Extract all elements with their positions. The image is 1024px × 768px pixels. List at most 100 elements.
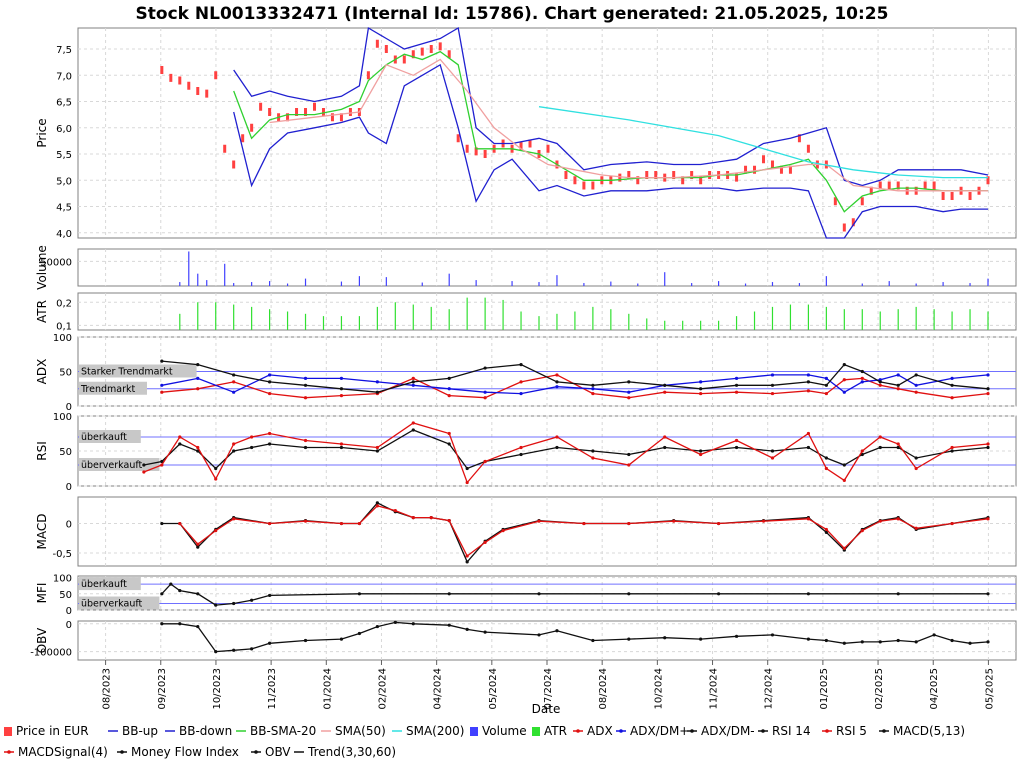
candle-mark xyxy=(241,134,245,143)
series-point xyxy=(896,383,900,387)
y-tick-label: -100000 xyxy=(30,648,72,659)
legend-marker xyxy=(761,729,765,733)
legend-label: Volume xyxy=(482,724,527,738)
series-adx-dm- xyxy=(160,359,990,394)
candle-mark xyxy=(456,134,460,143)
candle-mark xyxy=(304,108,308,116)
series-point xyxy=(196,592,200,596)
series-point xyxy=(699,387,703,391)
x-tick-label: 08/2024 xyxy=(598,668,609,710)
series-point xyxy=(142,470,146,474)
panel-group: 7,57,06,56,05,55,04,54,0Price50000Volume… xyxy=(30,26,1017,661)
y-axis-label: MFI xyxy=(35,583,49,604)
series-point xyxy=(806,389,811,393)
x-tick-label: 11/2024 xyxy=(709,668,720,710)
series-point xyxy=(447,592,451,596)
candle-mark xyxy=(618,173,622,182)
candle-mark xyxy=(923,181,927,190)
series-point xyxy=(878,435,882,439)
series-point xyxy=(160,592,164,596)
candle-mark xyxy=(672,171,676,179)
series-point xyxy=(268,380,272,384)
series-point xyxy=(806,637,811,641)
series-point xyxy=(824,638,828,643)
series-point xyxy=(914,390,918,394)
series-point xyxy=(770,383,775,387)
series-point xyxy=(896,517,900,521)
legend-item: RSI 14 xyxy=(758,724,811,738)
series-point xyxy=(160,390,164,394)
series-point xyxy=(896,638,900,643)
legend-swatch xyxy=(4,727,12,736)
candle-mark xyxy=(366,71,370,80)
series-point xyxy=(214,603,218,607)
legend-item: BB-down xyxy=(165,724,232,738)
y-tick-label: 0,2 xyxy=(56,298,72,309)
x-tick-label: 02/2025 xyxy=(874,668,885,710)
panel-frame xyxy=(77,496,1017,567)
x-tick-label: 10/2023 xyxy=(212,668,223,710)
series-point xyxy=(627,390,631,394)
series-point xyxy=(232,373,236,377)
series-point xyxy=(303,445,308,450)
series-point xyxy=(411,516,415,520)
series-line xyxy=(538,106,988,179)
series-point xyxy=(519,363,523,367)
series-point xyxy=(214,466,218,471)
series-point xyxy=(806,445,811,450)
series-point xyxy=(950,445,954,450)
candle-mark xyxy=(321,108,325,116)
series-point xyxy=(483,459,487,464)
y-tick-label: 0 xyxy=(66,520,72,531)
series-point xyxy=(393,508,397,513)
series-line xyxy=(233,50,988,213)
series-volume xyxy=(179,251,989,286)
series-point xyxy=(303,638,308,643)
candle-mark xyxy=(744,165,748,174)
candle-mark xyxy=(636,176,640,185)
y-axis-label: ADX xyxy=(35,359,49,385)
series-point xyxy=(357,592,361,596)
series-point xyxy=(411,383,415,387)
band-label-bg xyxy=(79,430,141,443)
series-point xyxy=(339,637,344,641)
candle-mark xyxy=(483,150,487,158)
legend-item: Volume xyxy=(470,724,527,738)
series-point xyxy=(986,592,990,596)
series-point xyxy=(717,592,721,596)
series-point xyxy=(160,383,164,387)
series-point xyxy=(339,445,344,450)
series-point xyxy=(519,445,523,450)
series-point xyxy=(268,373,272,377)
series-point xyxy=(160,622,164,626)
candle-mark xyxy=(968,192,972,200)
series-point xyxy=(842,463,846,467)
series-point xyxy=(160,463,164,467)
series-obv xyxy=(160,620,990,654)
series-money-flow-index xyxy=(160,582,990,607)
y-tick-label: 0 xyxy=(66,482,72,493)
legend-item: SMA(200) xyxy=(392,724,464,738)
legend-item: RSI 5 xyxy=(822,724,867,738)
series-atr xyxy=(179,297,989,330)
series-point xyxy=(555,373,559,377)
series-point xyxy=(878,640,882,644)
series-point xyxy=(824,527,828,532)
series-point xyxy=(842,478,846,482)
legend-swatch xyxy=(470,727,478,736)
series-point xyxy=(896,387,900,391)
series-point xyxy=(761,519,766,523)
x-tick-label: 12/2024 xyxy=(764,668,775,710)
panel-mfi: 100 50 0 MFI überkauft überverkauft xyxy=(35,574,1017,617)
candle-mark xyxy=(528,139,532,148)
candle-mark xyxy=(465,144,469,153)
candle-mark xyxy=(348,108,352,116)
band-label: überverkauft xyxy=(81,460,143,471)
band-label-bg xyxy=(79,577,141,591)
series-point xyxy=(196,363,200,367)
series-point xyxy=(627,452,631,457)
legend-label: BB-SMA-20 xyxy=(250,724,316,738)
series-point xyxy=(465,466,469,471)
series-point xyxy=(860,449,864,453)
